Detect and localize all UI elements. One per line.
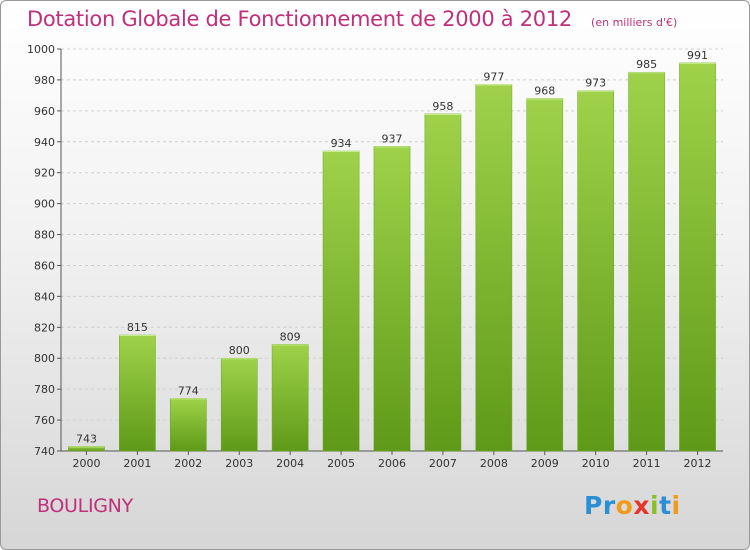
x-tick-label: 2000: [72, 457, 100, 470]
x-tick-label: 2004: [276, 457, 304, 470]
x-tick-label: 2005: [327, 457, 355, 470]
bar: [577, 90, 615, 452]
x-tick-label: 2001: [123, 457, 151, 470]
x-tick-label: 2012: [684, 457, 712, 470]
bar-value-label: 743: [76, 432, 97, 445]
bar-value-label: 958: [432, 100, 453, 113]
bar-value-label: 977: [483, 71, 504, 84]
logo-letter: o: [615, 491, 634, 520]
chart-unit: (en milliers d'€): [591, 16, 678, 29]
title-row: Dotation Globale de Fonctionnement de 20…: [27, 7, 677, 31]
bar-value-label: 973: [585, 77, 606, 90]
label-layer: 740 760 780 800 820 840 860 880 900 920 940 960 980 1…: [27, 43, 712, 470]
y-tick-label: 940: [34, 136, 55, 149]
y-tick-label: 780: [34, 383, 55, 396]
bar: [220, 357, 258, 452]
bar: [169, 398, 207, 452]
bar: [271, 344, 309, 452]
bar: [628, 71, 665, 452]
bar-value-label: 934: [331, 137, 352, 150]
y-tick-label: 740: [34, 445, 55, 458]
x-tick-label: 2007: [429, 457, 457, 470]
x-tick-label: 2002: [174, 457, 202, 470]
bar-value-label: 809: [280, 330, 301, 343]
bar-value-label: 800: [229, 344, 250, 357]
bar-value-label: 985: [636, 58, 657, 71]
commune-name: BOULIGNY: [37, 495, 133, 517]
y-tick-label: 900: [34, 198, 55, 211]
bar: [526, 98, 564, 452]
bar: [679, 62, 716, 452]
x-tick-label: 2008: [480, 457, 508, 470]
bar-value-label: 968: [534, 84, 555, 97]
y-tick-label: 860: [34, 259, 55, 272]
y-tick-label: 800: [34, 352, 55, 365]
x-tick-label: 2010: [582, 457, 610, 470]
bar-value-label: 937: [382, 132, 403, 145]
y-tick-label: 980: [34, 74, 55, 87]
y-tick-label: 1000: [27, 43, 55, 56]
y-tick-label: 820: [34, 321, 55, 334]
bar-value-label: 815: [127, 321, 148, 334]
y-tick-label: 760: [34, 414, 55, 427]
logo-letter: t: [659, 491, 672, 520]
bar-layer: [68, 62, 716, 452]
y-tick-label: 880: [34, 229, 55, 242]
logo-letter: x: [633, 491, 650, 520]
y-tick-label: 840: [34, 290, 55, 303]
x-tick-label: 2009: [531, 457, 559, 470]
x-tick-label: 2003: [225, 457, 253, 470]
bar: [424, 113, 462, 452]
bar-value-label: 991: [687, 49, 708, 62]
bar: [373, 146, 411, 452]
bar-value-label: 774: [178, 384, 199, 397]
x-tick-label: 2006: [378, 457, 406, 470]
bar: [119, 334, 156, 452]
chart-title: Dotation Globale de Fonctionnement de 20…: [27, 7, 572, 31]
logo-letter: i: [671, 491, 681, 520]
y-tick-label: 960: [34, 105, 55, 118]
logo-letter: i: [650, 491, 660, 520]
proxiti-logo[interactable]: Proxiti: [584, 491, 681, 520]
logo-letter: r: [602, 491, 616, 520]
x-tick-label: 2011: [633, 457, 661, 470]
bar: [322, 150, 360, 452]
bar: [475, 84, 513, 452]
logo-letter: P: [584, 491, 603, 520]
y-tick-label: 920: [34, 167, 55, 180]
